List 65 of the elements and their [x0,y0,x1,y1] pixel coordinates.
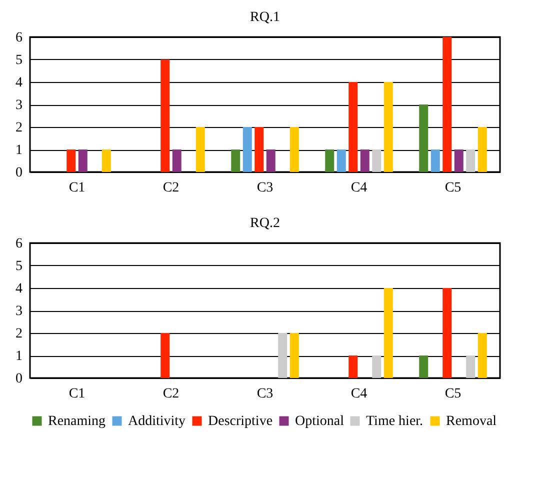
y-tick-label: 2 [16,326,22,342]
bar [78,150,88,172]
x-tick-label: C2 [162,386,180,402]
chart-title: RQ.2 [250,216,280,231]
bar [196,127,205,172]
y-tick-label: 6 [16,30,22,46]
bar [172,150,182,172]
legend-label: Additivity [128,414,186,429]
y-tick-label: 6 [16,236,22,252]
bar [419,104,428,172]
bar [325,150,334,172]
x-tick-label: C1 [68,386,86,402]
bar [419,356,428,378]
y-tick-label: 4 [16,76,22,90]
bar [266,150,276,172]
bar [254,127,264,172]
bar [102,150,111,172]
bar [360,150,370,172]
x-tick-label: C3 [256,386,274,402]
bar [372,356,382,378]
x-tick-label: C2 [162,180,180,196]
x-tick-label: C5 [444,386,462,402]
x-tick-label: C3 [256,180,274,196]
x-tick-label: C5 [444,180,462,196]
bar [384,82,393,172]
bar [372,150,382,172]
y-tick-label: 5 [16,53,22,68]
x-tick-label: C1 [68,180,86,196]
bar [348,356,358,378]
bar [384,288,393,378]
bar [290,333,299,378]
bar [290,127,299,172]
y-tick-label: 0 [16,166,22,180]
x-tick-label: C4 [350,180,368,196]
legend-label: Descriptive [208,414,273,429]
y-tick-label: 4 [16,282,22,296]
bar [336,150,346,172]
legend-label: Optional [295,414,344,429]
bar [430,150,440,172]
y-tick-label: 2 [16,120,22,136]
bar [478,127,487,172]
bar [454,150,464,172]
bar [242,127,252,172]
bar [278,333,288,378]
bar [466,150,476,172]
y-tick-label: 1 [16,349,22,364]
legend-label: Renaming [48,414,106,429]
bar [160,60,170,172]
legend-label: Time hier. [366,414,424,429]
bar [160,333,170,378]
bar [348,82,358,172]
y-tick-label: 1 [16,143,22,158]
y-tick-label: 3 [16,304,22,319]
bar [466,356,476,378]
x-tick-label: C4 [350,386,368,402]
bar [442,37,452,172]
bar [442,288,452,378]
bar [231,150,240,172]
legend-label: Removal [446,414,497,429]
chart-title: RQ.1 [250,10,280,25]
bar [478,333,487,378]
y-tick-label: 0 [16,372,22,386]
y-tick-label: 3 [16,98,22,113]
bar [66,150,76,172]
y-tick-label: 5 [16,259,22,274]
